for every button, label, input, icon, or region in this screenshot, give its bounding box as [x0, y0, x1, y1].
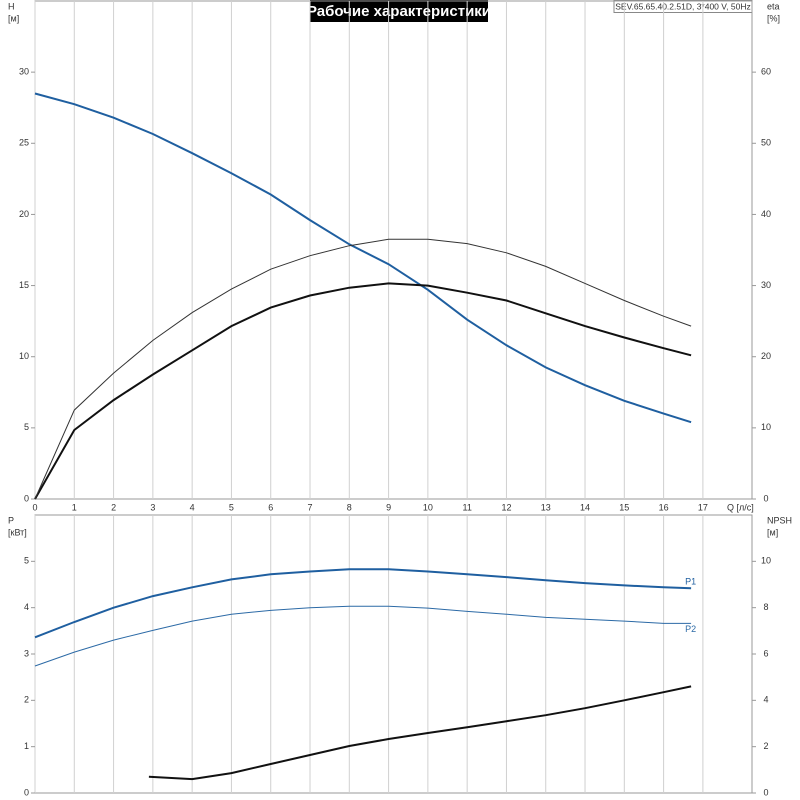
y-unit: [кВт]: [8, 527, 27, 537]
x-tick-label: 17: [698, 502, 708, 512]
x-tick-label: 10: [423, 502, 433, 512]
x-tick-label: 15: [619, 502, 629, 512]
y2-unit: [%]: [767, 13, 780, 23]
y2-tick-label: 8: [763, 602, 768, 612]
series-line: [34, 605, 692, 667]
x-tick-label: 0: [32, 502, 37, 512]
y2-tick-label: 10: [761, 556, 771, 566]
x-tick-label: 2: [111, 502, 116, 512]
y-unit: [м]: [8, 13, 19, 23]
y-tick-label: 5: [24, 422, 29, 432]
y-tick-label: 10: [19, 351, 29, 361]
x-label: Q [л/с]: [727, 502, 754, 512]
y2-tick-label: 0: [763, 493, 768, 503]
y-tick-label: 0: [24, 787, 29, 797]
series-label: P2: [685, 624, 696, 634]
title-box: [310, 0, 488, 22]
y-tick-label: 0: [24, 493, 29, 503]
y-tick-label: 20: [19, 209, 29, 219]
y2-label: NPSH: [767, 515, 792, 525]
x-tick-label: 6: [268, 502, 273, 512]
x-tick-label: 1: [72, 502, 77, 512]
y-label: P: [8, 515, 14, 525]
plot-frame: [34, 514, 753, 794]
y-tick-label: 3: [24, 648, 29, 658]
y2-tick-label: 2: [763, 741, 768, 751]
y2-tick-label: 6: [763, 648, 768, 658]
y2-tick-label: 10: [761, 422, 771, 432]
y-tick-label: 5: [24, 556, 29, 566]
series-label: P1: [685, 577, 696, 587]
plot-frame: [34, 0, 753, 500]
x-tick-label: 16: [659, 502, 669, 512]
y2-tick-label: 40: [761, 209, 771, 219]
y2-unit: [м]: [767, 527, 778, 537]
series-line: [34, 282, 692, 500]
series-line: [34, 568, 692, 639]
y-tick-label: 2: [24, 695, 29, 705]
y2-label: eta: [767, 1, 780, 11]
y2-tick-label: 30: [761, 280, 771, 290]
y-tick-label: 4: [24, 602, 29, 612]
y2-tick-label: 4: [763, 695, 768, 705]
x-tick-label: 11: [462, 502, 471, 512]
y2-tick-label: 50: [761, 138, 771, 148]
x-tick-label: 7: [308, 502, 313, 512]
chart-title: Рабочие характеристики: [307, 3, 491, 20]
x-tick-label: 14: [580, 502, 590, 512]
x-tick-label: 9: [386, 502, 391, 512]
x-tick-label: 5: [229, 502, 234, 512]
subtitle: SEV.65.65.40.2.51D, 3*400 V, 50Hz: [615, 1, 750, 11]
x-tick-label: 13: [541, 502, 551, 512]
y-tick-label: 25: [19, 138, 29, 148]
x-tick-label: 8: [347, 502, 352, 512]
x-tick-label: 4: [190, 502, 195, 512]
y-label: H: [8, 1, 15, 11]
series-line: [34, 92, 692, 424]
x-tick-label: 3: [150, 502, 155, 512]
y2-tick-label: 20: [761, 351, 771, 361]
y2-tick-label: 60: [761, 67, 771, 77]
x-tick-label: 12: [501, 502, 511, 512]
y-tick-label: 15: [19, 280, 29, 290]
y-tick-label: 30: [19, 67, 29, 77]
series-line: [148, 685, 692, 781]
series-line: [34, 238, 692, 500]
y-tick-label: 1: [24, 741, 29, 751]
y2-tick-label: 0: [763, 787, 768, 797]
